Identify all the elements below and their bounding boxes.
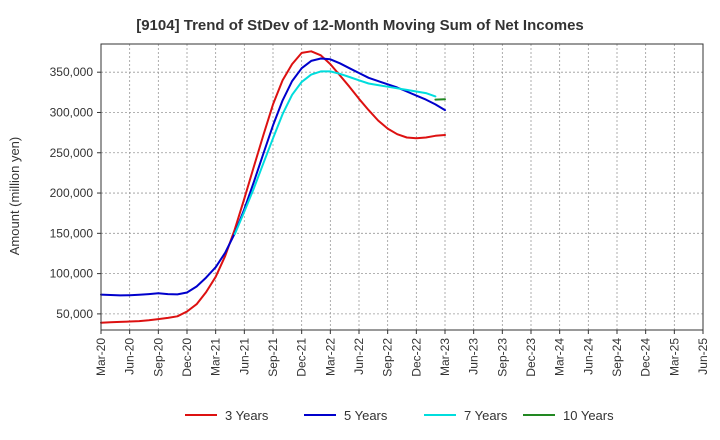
x-tick-label: Sep-20 xyxy=(151,338,165,377)
x-tick-label: Dec-23 xyxy=(524,338,538,377)
x-tick-label: Mar-24 xyxy=(553,338,567,376)
x-tick-label: Sep-23 xyxy=(495,338,509,377)
y-axis-label: Amount (million yen) xyxy=(7,137,22,256)
legend-label-7-years: 7 Years xyxy=(464,408,508,423)
y-tick-label: 100,000 xyxy=(50,267,94,281)
y-tick-label: 300,000 xyxy=(50,105,94,119)
x-tick-label: Dec-22 xyxy=(409,338,423,377)
plot-frame xyxy=(100,43,704,331)
y-tick-label: 150,000 xyxy=(50,226,94,240)
y-axis-ticks: 50,000 100,000 150,000 200,000 250,000 300,00… xyxy=(50,65,101,321)
y-tick-label: 200,000 xyxy=(50,186,94,200)
x-tick-label: Dec-20 xyxy=(180,338,194,377)
x-tick-label: Jun-21 xyxy=(237,338,251,375)
x-tick-label: Mar-25 xyxy=(667,338,681,376)
x-tick-label: Mar-22 xyxy=(323,338,337,376)
x-tick-label: Sep-21 xyxy=(266,338,280,377)
grid xyxy=(100,44,704,330)
legend: 3 Years 5 Years 7 Years 10 Years xyxy=(185,408,614,423)
series-line-5-years xyxy=(100,57,446,297)
x-axis-ticks: Mar-20 Jun-20 Sep-20 Dec-20 Mar-21 Jun-21 Sep-… xyxy=(94,330,710,377)
x-tick-label: Sep-24 xyxy=(610,338,624,377)
x-tick-label: Mar-21 xyxy=(209,338,223,376)
x-tick-label: Jun-20 xyxy=(123,338,137,375)
chart-title: [9104] Trend of StDev of 12-Month Moving… xyxy=(136,17,584,34)
y-tick-label: 350,000 xyxy=(50,65,94,79)
y-tick-label: 50,000 xyxy=(56,307,93,321)
series-line-7-years xyxy=(233,70,437,236)
x-tick-label: Jun-23 xyxy=(467,338,481,375)
x-tick-label: Jun-25 xyxy=(696,338,710,375)
x-tick-label: Dec-21 xyxy=(295,338,309,377)
x-tick-label: Dec-24 xyxy=(639,338,653,377)
legend-label-3-years: 3 Years xyxy=(225,408,269,423)
x-tick-label: Jun-22 xyxy=(352,338,366,375)
series-lines xyxy=(100,50,446,324)
x-tick-label: Mar-23 xyxy=(438,338,452,376)
legend-label-5-years: 5 Years xyxy=(344,408,388,423)
x-tick-label: Jun-24 xyxy=(581,338,595,375)
x-tick-label: Sep-22 xyxy=(381,338,395,377)
x-tick-label: Mar-20 xyxy=(94,338,108,376)
legend-label-10-years: 10 Years xyxy=(563,408,614,423)
series-line-3-years xyxy=(100,50,446,324)
y-tick-label: 250,000 xyxy=(50,146,94,160)
